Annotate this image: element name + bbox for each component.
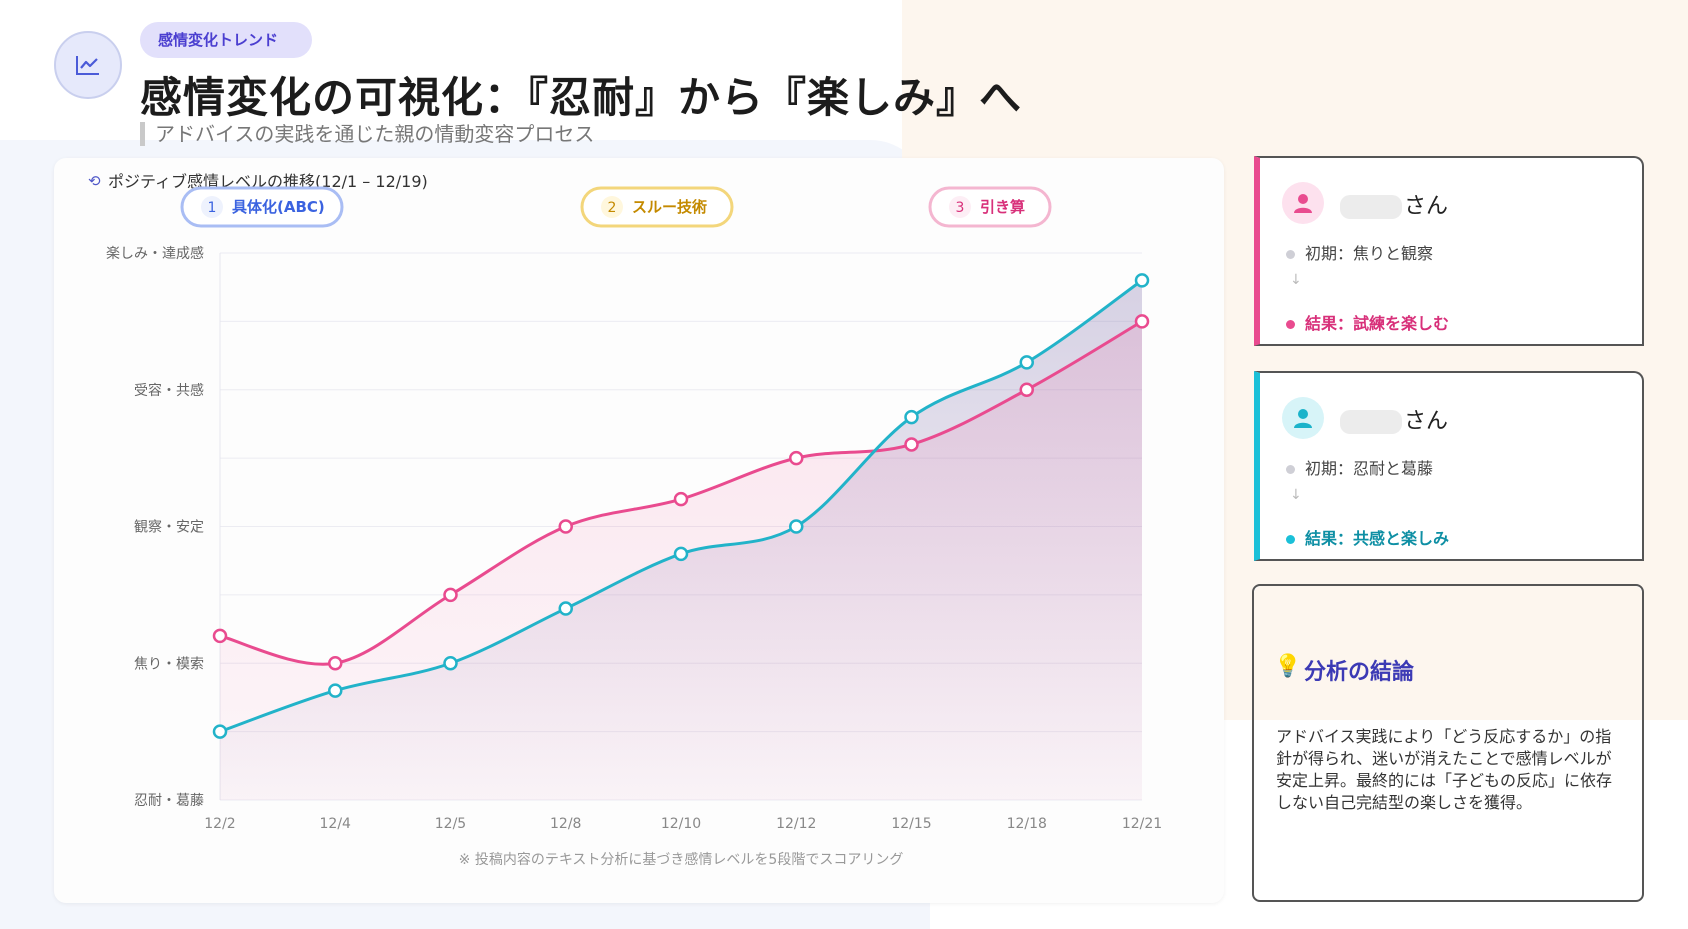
y-tick-label: 観察・安定 [134,519,204,536]
phase-pill-2: 2 スルー技術 [580,186,734,228]
person-card-2: さん 初期：忍耐と葛藤 ↓ 結果：共感と楽しみ [1254,371,1644,561]
data-point [1134,314,1150,329]
data-point [1019,355,1034,370]
user-icon [1282,182,1324,224]
phase-label: 引き算 [980,198,1025,216]
chart-title: ポジティブ感情レベルの推移(12/1 – 12/19) [108,172,428,191]
page-title: 感情変化の可視化：『忍耐』から『楽しみ』へ [140,73,1023,122]
data-point [673,546,689,562]
y-tick-label: 忍耐・葛藤 [134,793,204,809]
phase-number: 3 [956,200,965,216]
x-tick-label: 12/15 [891,816,931,832]
x-tick-label: 12/2 [204,816,235,832]
x-tick-label: 12/5 [435,816,466,832]
x-tick-label: 12/10 [661,816,701,832]
person-card-1: さん 初期：焦りと観察 ↓ 結果：試練を楽しむ [1254,156,1644,346]
data-point [212,724,228,739]
person-name: さん [1340,188,1448,220]
down-arrow-icon: ↓ [1290,272,1302,288]
data-point [904,409,919,425]
phase-number: 2 [608,200,617,216]
user-icon [1282,397,1324,439]
phase-pill-3: 3 引き算 [928,186,1052,228]
person-name: さん [1340,403,1448,435]
phase-label: スルー技術 [632,198,707,216]
phase-number: 1 [208,200,217,216]
data-point [789,450,804,466]
phase-pill-1: 1 具体化(ABC) [180,186,344,228]
data-point [1019,382,1034,397]
data-point [328,656,343,671]
data-point [328,683,343,698]
section-tag: 感情変化トレンド [140,22,313,58]
data-point [558,601,573,616]
data-point [789,519,804,534]
result-state: 結果：共感と楽しみ [1286,525,1449,549]
page-subtitle: アドバイスの実践を通じた親の情動変容プロセス [140,122,594,146]
redacted-name [1340,410,1402,434]
x-tick-label: 12/8 [550,816,581,832]
conclusion-header [1254,586,1642,720]
conclusion-body: アドバイス実践により「どう反応するか」の指針が得られ、迷いが消えたことで感情レベ… [1276,727,1613,812]
history-icon: ⟲ [88,172,101,190]
emotion-line-chart: ⟲ ポジティブ感情レベルの推移(12/1 – 12/19) 1 具体化(ABC) 2 スル… [88,172,1162,868]
initial-state: 初期：焦りと観察 [1286,240,1433,264]
lightbulb-icon: 💡 [1274,654,1302,679]
data-point [212,628,228,644]
data-point [1134,273,1150,288]
x-tick-label: 12/18 [1007,816,1047,832]
data-point [673,491,689,507]
y-tick-label: 楽しみ・達成感 [106,245,204,262]
conclusion-title: 分析の結論 [1304,660,1415,685]
result-state: 結果：試練を楽しむ [1286,310,1449,334]
x-tick-label: 12/21 [1122,816,1162,832]
x-tick-label: 12/12 [776,816,816,832]
chart-card: ⟲ ポジティブ感情レベルの推移(12/1 – 12/19) 1 具体化(ABC) 2 スル… [54,158,1224,903]
data-point [443,587,458,603]
phase-label: 具体化(ABC) [232,198,325,216]
data-point [443,656,458,671]
chart-trend-icon [54,31,122,99]
conclusion-card: 💡 分析の結論 アドバイス実践により「どう反応するか」の指針が得られ、迷いが消え… [1252,584,1644,902]
x-tick-label: 12/4 [320,816,352,832]
redacted-name [1340,195,1402,219]
data-point [558,519,573,534]
data-point [904,437,919,452]
y-tick-label: 受容・共感 [134,382,204,399]
down-arrow-icon: ↓ [1290,487,1302,503]
y-tick-label: 焦り・模索 [134,655,204,672]
chart-footnote: ※ 投稿内容のテキスト分析に基づき感情レベルを5段階でスコアリング [459,851,904,868]
initial-state: 初期：忍耐と葛藤 [1286,455,1433,479]
